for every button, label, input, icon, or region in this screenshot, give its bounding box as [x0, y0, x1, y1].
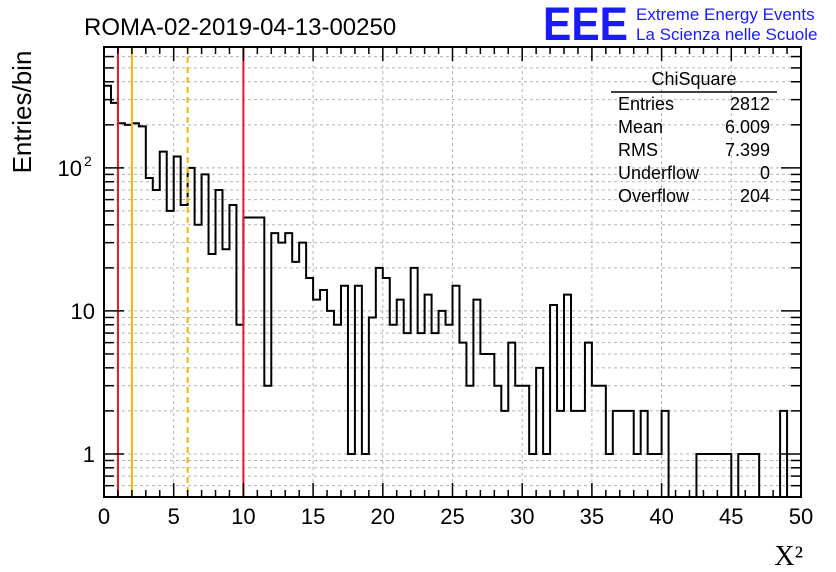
- x-axis-label: X²: [774, 541, 803, 572]
- histogram-bin: [376, 268, 383, 497]
- y-tick-label: 10: [58, 156, 82, 181]
- histogram-bin: [202, 174, 209, 497]
- stats-box: ChiSquare Entries 2812 Mean 6.009 RMS 7.399 Un…: [611, 69, 777, 206]
- eee-logo-mark: EEE: [543, 0, 628, 50]
- histogram-bin: [418, 333, 425, 497]
- x-tick-label: 50: [789, 504, 813, 529]
- histogram-bin: [153, 190, 160, 497]
- histogram-bin: [508, 343, 515, 497]
- histogram-bin: [369, 317, 376, 497]
- x-tick-label: 35: [580, 504, 604, 529]
- stats-title: ChiSquare: [651, 69, 736, 89]
- histogram-bin: [585, 343, 592, 497]
- x-tick-label: 20: [371, 504, 395, 529]
- histogram-bin: [229, 205, 236, 497]
- x-tick-label: 45: [719, 504, 743, 529]
- histogram-bin: [411, 268, 418, 497]
- y-tick-label: 1: [83, 442, 95, 467]
- histogram-bin: [111, 103, 118, 497]
- histogram-bin: [320, 290, 327, 497]
- x-tick-label: 10: [231, 504, 255, 529]
- histogram-bin: [195, 225, 202, 497]
- axis-ticks: [103, 46, 802, 498]
- x-tick-label: 25: [440, 504, 464, 529]
- histogram-bin: [459, 343, 466, 497]
- stats-label: Entries: [618, 94, 674, 114]
- histogram-bin: [536, 368, 543, 497]
- histogram-bin: [264, 386, 271, 497]
- stats-value: 204: [740, 186, 770, 206]
- histogram-bin: [257, 217, 264, 497]
- histogram-bin: [515, 386, 522, 497]
- stats-value: 7.399: [725, 140, 770, 160]
- histogram-bin: [243, 217, 250, 497]
- threshold-lines: [116, 47, 245, 497]
- histogram-bin: [188, 168, 195, 497]
- histogram-bin: [278, 243, 285, 497]
- y-tick-label: 10: [71, 299, 95, 324]
- histogram-bin: [466, 386, 473, 497]
- grid: [104, 47, 801, 497]
- stats-label: Overflow: [618, 186, 690, 206]
- y-axis-label: Entries/bin: [7, 51, 37, 174]
- stats-label: RMS: [618, 140, 658, 160]
- histogram-bin: [118, 123, 125, 497]
- x-tick-label: 40: [649, 504, 673, 529]
- histogram-bin: [132, 123, 139, 497]
- plot-frame: [103, 46, 802, 498]
- histogram-bin: [327, 311, 334, 497]
- histogram-outline: [104, 84, 801, 497]
- histogram-bin: [522, 386, 529, 497]
- histogram-bin: [292, 262, 299, 497]
- histogram-bin: [250, 217, 257, 497]
- histogram-bin: [592, 386, 599, 497]
- histogram-bin: [285, 233, 292, 497]
- x-tick-label: 0: [98, 504, 110, 529]
- histogram-bin: [404, 333, 411, 497]
- chart-title: ROMA-02-2019-04-13-00250: [84, 14, 396, 41]
- x-tick-label: 15: [301, 504, 325, 529]
- histogram-bin: [174, 157, 181, 497]
- stats-value: 6.009: [725, 117, 770, 137]
- histogram-bin: [494, 386, 501, 497]
- histogram-bin: [181, 205, 188, 497]
- histogram-bin: [222, 249, 229, 497]
- histogram-bin: [487, 354, 494, 497]
- histogram-bin: [599, 386, 606, 497]
- histogram-bin: [432, 333, 439, 497]
- histogram-bin: [104, 86, 111, 497]
- stats-value: 2812: [730, 94, 770, 114]
- histogram-bins: [104, 86, 787, 497]
- eee-logo-line1: Extreme Energy Events: [636, 5, 815, 24]
- y-tick-label-exponent: 2: [84, 153, 92, 169]
- histogram-bin: [439, 311, 446, 497]
- histogram-bin: [216, 190, 223, 497]
- histogram-bin: [299, 243, 306, 497]
- histogram-bin: [271, 233, 278, 497]
- histogram-bin: [146, 178, 153, 497]
- stats-rows: Entries 2812 Mean 6.009 RMS 7.399 Underflow 0 Ov…: [618, 94, 770, 206]
- stats-label: Mean: [618, 117, 663, 137]
- x-tick-label: 5: [168, 504, 180, 529]
- x-tick-label: 30: [510, 504, 534, 529]
- eee-logo: EEE Extreme Energy Events La Scienza nel…: [543, 0, 817, 50]
- histogram-bin: [480, 354, 487, 497]
- eee-logo-line2: La Scienza nelle Scuole: [636, 25, 817, 44]
- stats-label: Underflow: [618, 163, 700, 183]
- stats-value: 0: [760, 163, 770, 183]
